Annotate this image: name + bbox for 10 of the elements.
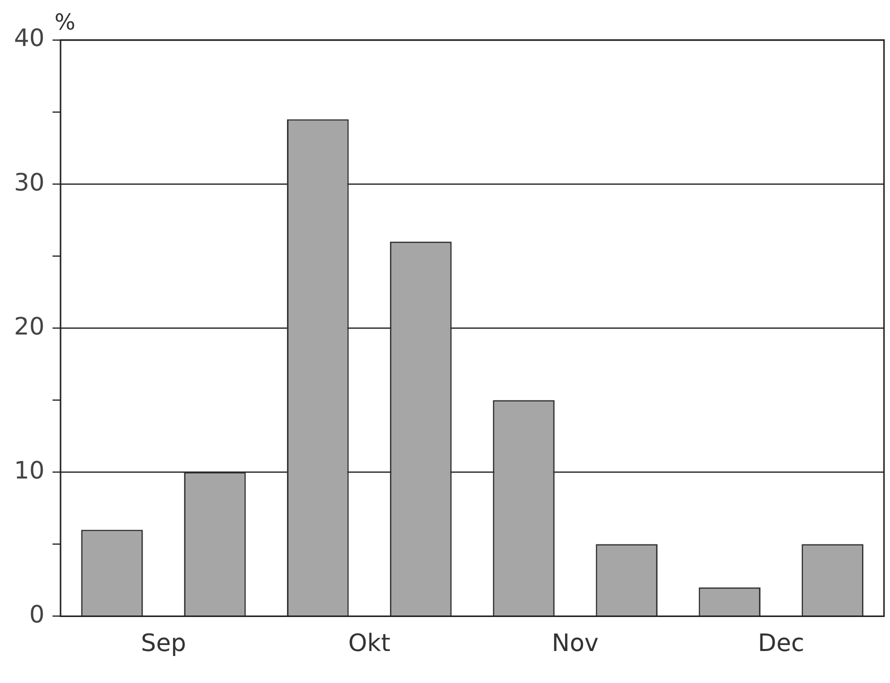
- x-tick-label: Sep: [140, 628, 186, 657]
- y-tick-label: 10: [14, 456, 45, 484]
- y-tick-label: 30: [14, 168, 45, 196]
- x-tick-label: Okt: [348, 628, 390, 657]
- y-tick-label: 0: [29, 600, 45, 628]
- x-tick-label: Nov: [552, 628, 599, 657]
- x-tick-label: Dec: [758, 628, 804, 657]
- y-axis-title: %: [54, 10, 76, 36]
- y-tick-label: 20: [14, 312, 45, 340]
- y-tick-label: 40: [14, 24, 45, 52]
